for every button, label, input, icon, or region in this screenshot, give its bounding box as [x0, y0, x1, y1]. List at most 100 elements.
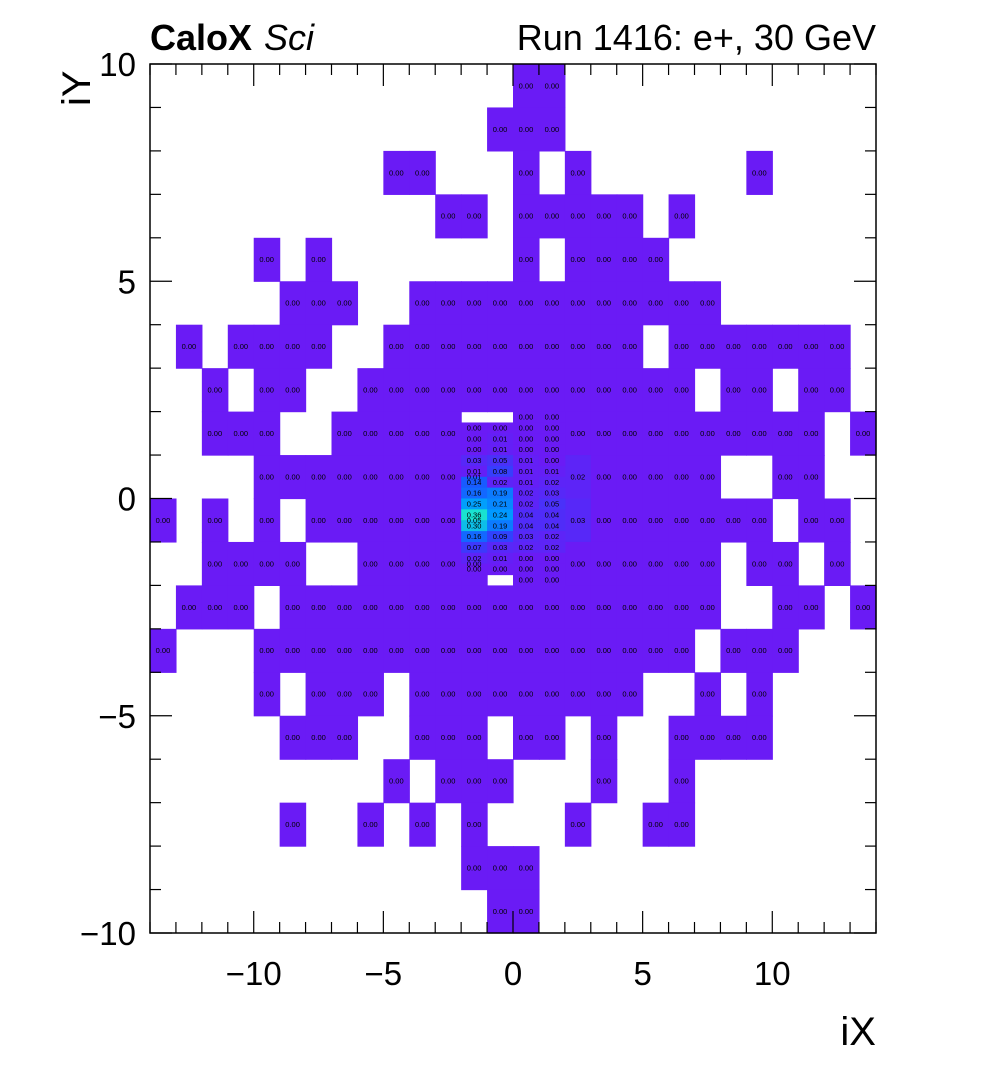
heatmap-cell	[435, 759, 462, 804]
heatmap-fine-cell	[538, 455, 566, 467]
heatmap-fine-cell-label: 0.02	[545, 543, 560, 552]
heatmap-cell-label: 0.00	[363, 646, 378, 655]
x-tick-label: 0	[504, 955, 522, 992]
heatmap-fine-cell-label: 0.02	[519, 489, 534, 498]
heatmap-cell	[616, 411, 644, 456]
heatmap-cell	[720, 411, 747, 456]
heatmap-fine-cell-label: 0.36	[467, 510, 482, 519]
heatmap-cell	[279, 715, 307, 760]
heatmap-cell-label: 0.00	[674, 212, 689, 221]
heatmap-cell	[590, 411, 618, 456]
heatmap-fine-cell-label: 0.00	[519, 413, 534, 422]
heatmap-cell	[279, 324, 307, 369]
heatmap-cell	[642, 628, 670, 673]
heatmap-cell-label: 0.01	[467, 472, 482, 481]
heatmap-cell	[331, 628, 359, 673]
heatmap-fine-cell	[538, 509, 566, 521]
heatmap-cell-label: 0.00	[415, 342, 430, 351]
heatmap-cell	[668, 194, 696, 239]
heatmap-cell	[383, 628, 410, 673]
heatmap-fine-cell-label: 0.01	[545, 467, 560, 476]
heatmap-cell-label: 0.00	[467, 733, 482, 742]
heatmap-cell	[279, 281, 307, 326]
heatmap-fine-cell	[538, 465, 566, 478]
heatmap-cell	[590, 628, 618, 673]
heatmap-cell-label: 0.00	[285, 733, 300, 742]
heatmap-cell-label: 0.00	[622, 690, 637, 699]
heatmap-fine-cell	[487, 498, 514, 510]
heatmap-cell	[461, 802, 488, 847]
heatmap-cell-label: 0.00	[259, 690, 274, 699]
heatmap-cell-label: 0.00	[493, 690, 508, 699]
heatmap-cell-label: 0.00	[363, 690, 378, 699]
heatmap-cell	[668, 455, 696, 500]
heatmap-cell-label: 0.03	[571, 516, 586, 525]
heatmap-fine-cell-label: 0.16	[467, 532, 482, 541]
heatmap-cell-label: 0.00	[441, 299, 456, 308]
title-italic: Sci	[264, 17, 315, 58]
heatmap-cell	[513, 889, 540, 934]
heatmap-cell-label: 0.00	[389, 168, 404, 177]
heatmap-cell	[642, 498, 670, 543]
heatmap-fine-cell-label: 0.00	[545, 434, 560, 443]
heatmap-cell-label: 0.00	[648, 299, 663, 308]
heatmap-fine-cell	[461, 563, 488, 576]
heatmap-cell-label: 0.00	[467, 863, 482, 872]
heatmap-cell-label: 0.00	[389, 516, 404, 525]
heatmap-cell	[590, 237, 618, 282]
heatmap-cell-label: 0.00	[363, 603, 378, 612]
heatmap-cell	[253, 672, 281, 717]
heatmap-fine-cell	[487, 531, 514, 543]
heatmap-fine-cell	[538, 411, 566, 424]
heatmap-cell-label: 0.00	[648, 386, 663, 395]
heatmap-cell	[357, 541, 384, 586]
heatmap-cell-label: 0.00	[493, 386, 508, 395]
heatmap-fine-cell	[513, 487, 540, 500]
heatmap-fine-cell	[513, 509, 540, 521]
heatmap-cell	[564, 672, 592, 717]
heatmap-cell	[616, 628, 644, 673]
heatmap-cell-label: 0.00	[545, 603, 560, 612]
heatmap-cell-label: 0.00	[545, 212, 560, 221]
heatmap-cell-label: 0.00	[441, 733, 456, 742]
heatmap-cell-label: 0.00	[778, 559, 793, 568]
heatmap-cell	[668, 759, 696, 804]
heatmap-cell	[487, 368, 514, 413]
heatmap-cell-label: 0.00	[596, 212, 611, 221]
heatmap-fine-cell	[461, 541, 488, 554]
heatmap-cell-label: 0.00	[285, 603, 300, 612]
heatmap-cell-label: 0.00	[726, 516, 741, 525]
heatmap-cell-label: 0.00	[804, 342, 819, 351]
heatmap-cell	[824, 541, 851, 586]
heatmap-cell-label: 0.00	[519, 386, 534, 395]
chart-title-left: CaloX Sci	[150, 17, 315, 58]
heatmap-cell-label: 0.00	[441, 690, 456, 699]
heatmap-cell-label: 0.00	[596, 255, 611, 264]
heatmap-fine-cell	[461, 476, 488, 489]
heatmap-cell	[461, 194, 488, 239]
heatmap-fine-cell	[513, 541, 540, 554]
heatmap-cell	[487, 846, 514, 891]
heatmap-cell	[538, 715, 566, 760]
heatmap-cell	[746, 324, 773, 369]
heatmap-cell	[513, 324, 540, 369]
heatmap-cell-label: 0.00	[596, 342, 611, 351]
heatmap-cell-labels: 0.00 0.00 0.00 0.00 0.00 0.00 0.00 0.00 0.00 0.00…	[156, 81, 871, 916]
heatmap-cell	[305, 628, 333, 673]
heatmap-cell-label: 0.00	[493, 907, 508, 916]
heatmap-cell	[720, 324, 747, 369]
heatmap-cell-label: 0.00	[596, 516, 611, 525]
heatmap-fine-cell	[487, 465, 514, 478]
heatmap-cell-label: 0.00	[233, 559, 248, 568]
heatmap-fine-cell	[461, 509, 488, 521]
heatmap-cell-label: 0.00	[363, 386, 378, 395]
heatmap-cell-label: 0.00	[648, 255, 663, 264]
heatmap-cell	[694, 281, 722, 326]
heatmap-fine-cell	[513, 433, 540, 445]
heatmap-cell-label: 0.00	[311, 342, 326, 351]
heatmap-fine-cell	[487, 541, 514, 554]
heatmap-fine-cell-label: 0.00	[545, 413, 560, 422]
heatmap-fine-cell-label: 0.24	[493, 510, 508, 519]
heatmap-cell-label: 0.00	[519, 255, 534, 264]
heatmap-cell-label: 0.00	[571, 646, 586, 655]
